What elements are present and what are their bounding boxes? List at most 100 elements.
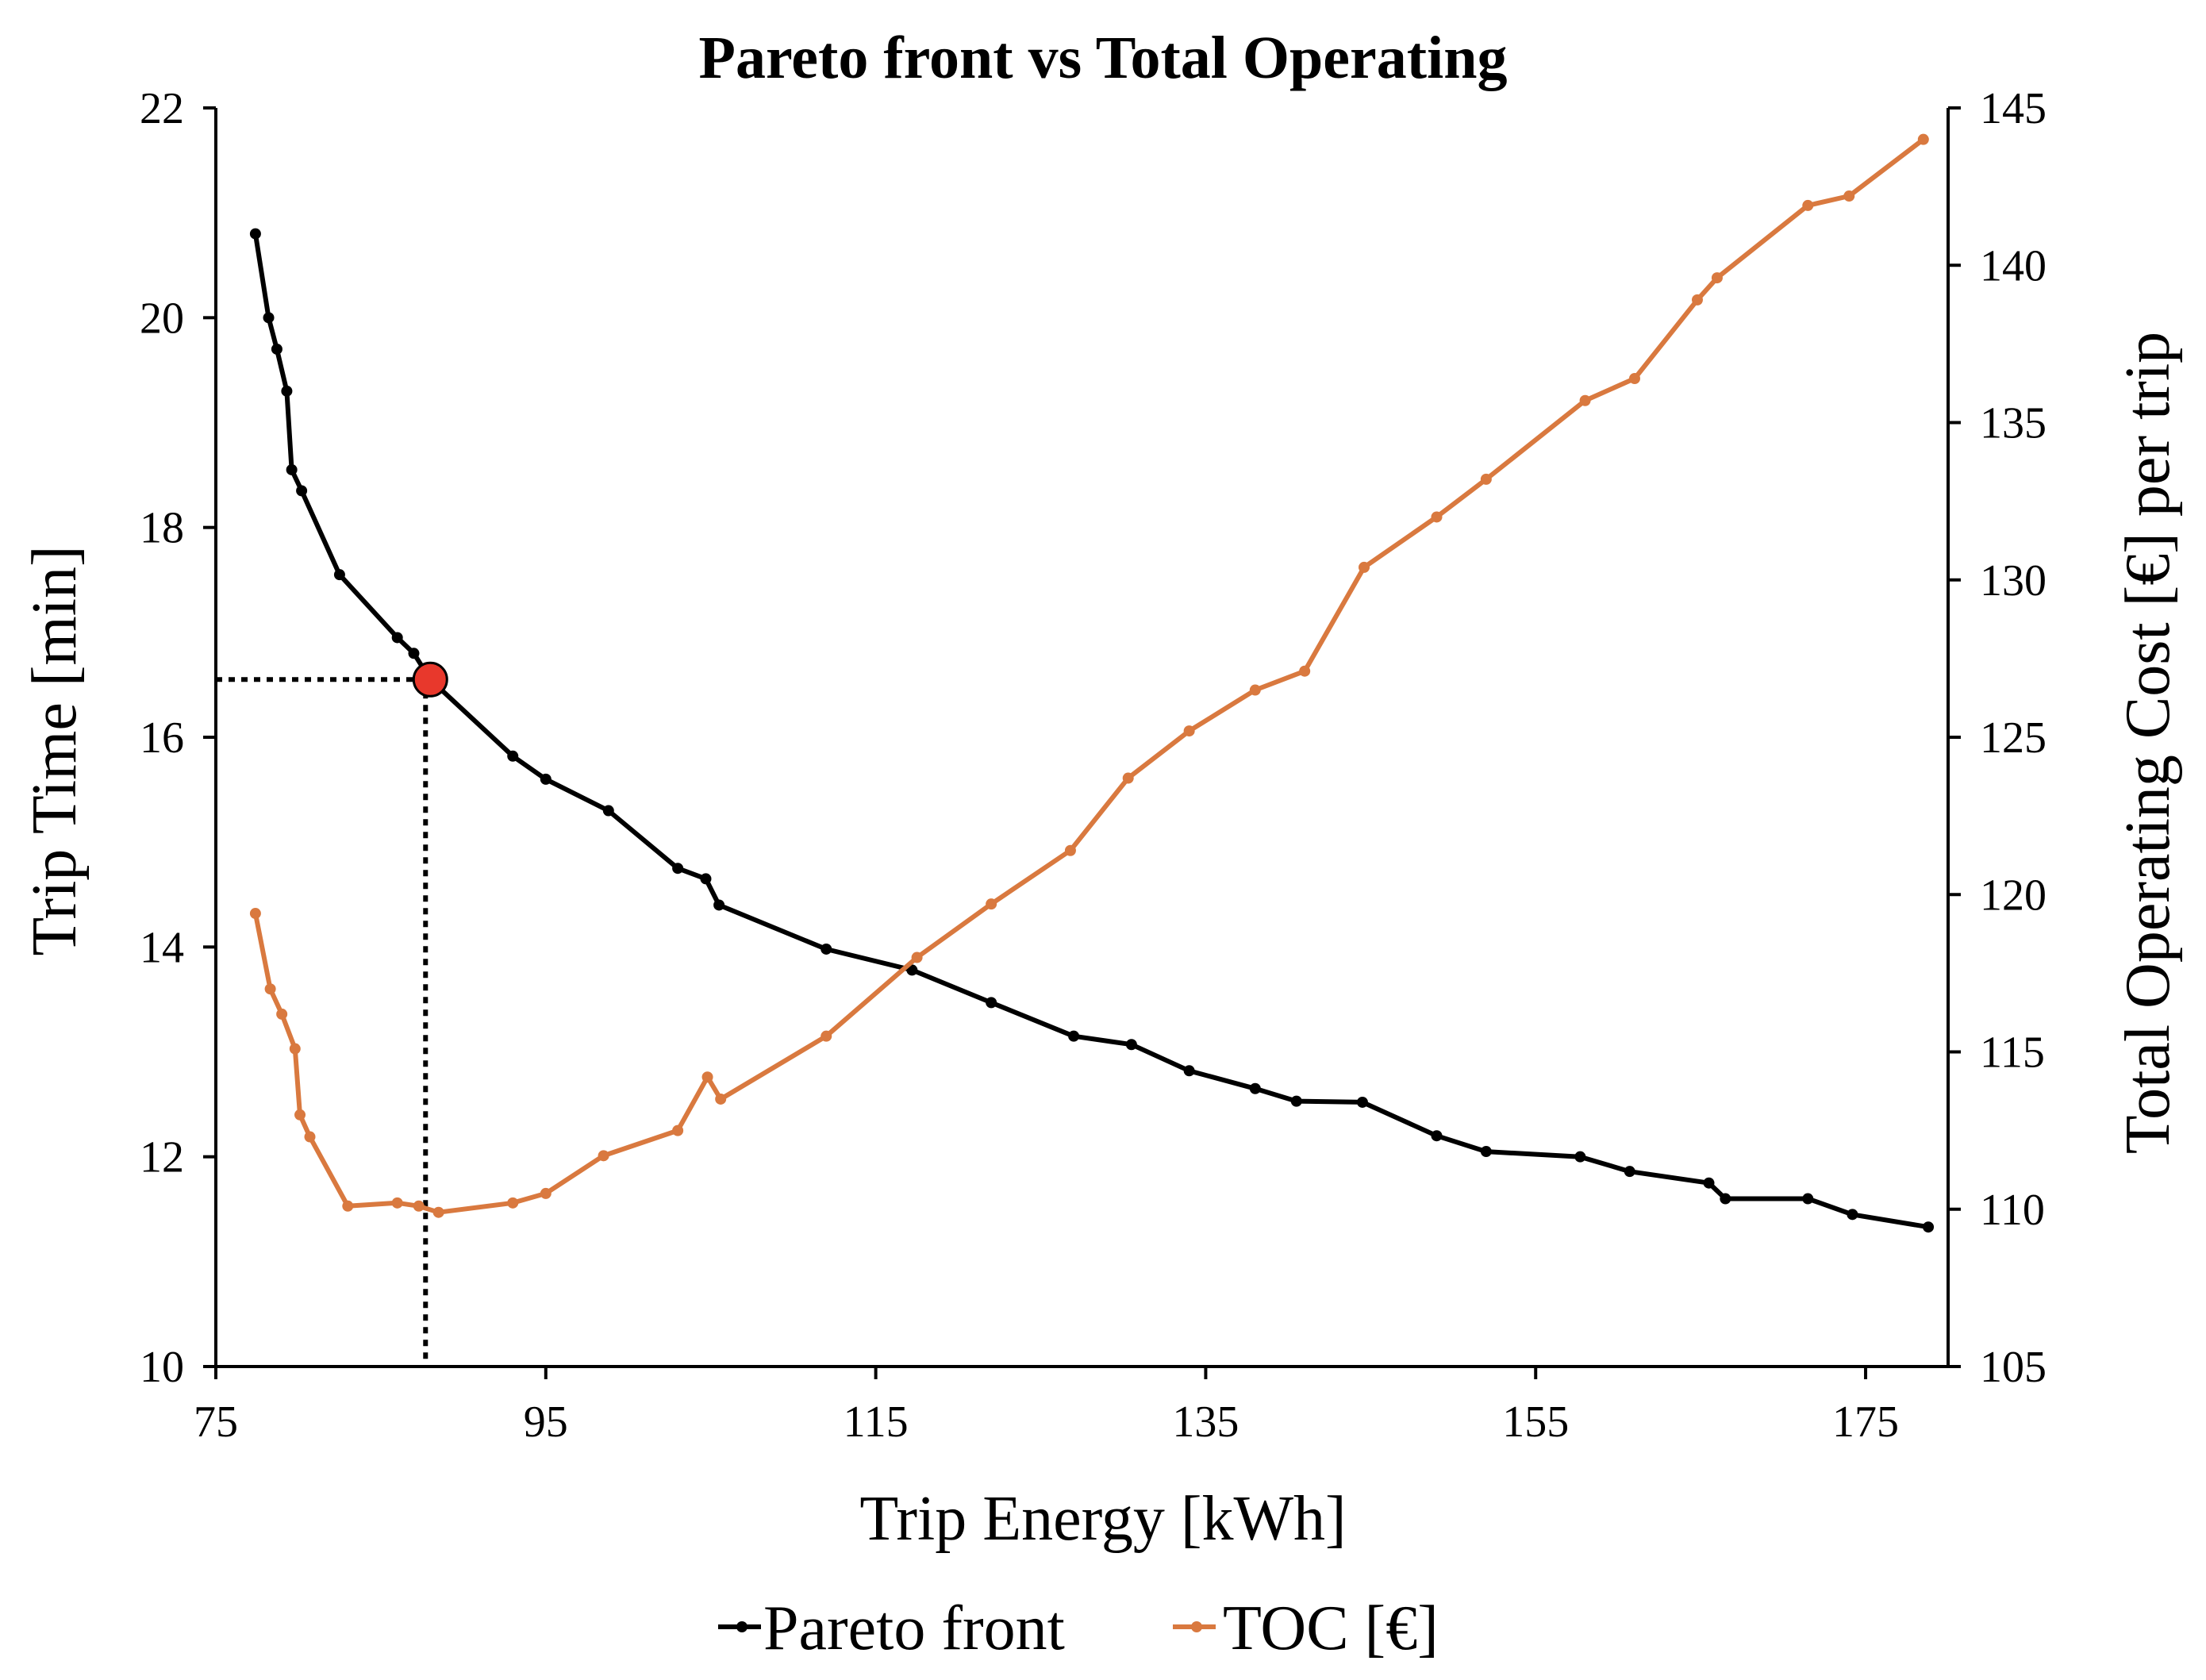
data-point [1624,1166,1635,1178]
y2-tick-label: 135 [1980,399,2047,448]
data-point [304,1131,316,1143]
data-point [1923,1221,1935,1233]
data-point [1183,725,1195,737]
series-layer [249,133,1935,1233]
data-point [249,908,261,920]
chart-title: Pareto front vs Total Operating [699,25,1508,91]
data-point [507,1197,519,1209]
data-point [1720,1193,1731,1205]
data-point [1299,665,1311,677]
y2-axis-label: Total Operating Cost [€] per trip [2113,332,2183,1154]
data-point [391,1197,403,1209]
data-point [1574,1151,1586,1163]
data-point [1802,199,1814,211]
data-point [413,1200,425,1212]
data-point [1125,1039,1137,1051]
y-tick-label: 14 [140,923,184,972]
data-point [1628,372,1640,384]
data-point [1064,844,1076,856]
data-point [1290,1095,1302,1107]
data-point [271,343,282,355]
data-point [986,997,997,1009]
x-tick-label: 115 [844,1397,909,1447]
series-line [252,136,1926,1215]
y-axis-label: Trip Time [min] [20,545,90,955]
data-point [1579,394,1591,406]
data-point [672,863,684,875]
data-point [1068,1030,1080,1042]
legend-marker [1191,1621,1202,1632]
data-point [249,228,261,240]
y2-tick-label: 120 [1980,871,2047,920]
y2-tick-label: 130 [1980,556,2047,605]
data-point [1249,684,1261,696]
data-point [701,1071,713,1083]
x-tick-label: 95 [524,1397,568,1447]
data-point [1359,561,1370,573]
data-point [1711,272,1723,284]
data-point [342,1200,354,1212]
x-tick-label: 75 [194,1397,238,1447]
data-point [408,648,420,659]
data-point [1431,511,1443,523]
data-point [1802,1193,1814,1205]
data-point [1431,1130,1443,1142]
y2-tick-label: 125 [1980,713,2047,763]
y2-tick-label: 110 [1980,1186,2045,1235]
data-point [1691,294,1703,306]
data-point [289,1043,301,1055]
legend-marker [736,1621,748,1632]
data-point [286,463,298,475]
data-point [821,943,832,955]
x-tick-label: 155 [1502,1397,1569,1447]
data-point [602,805,614,817]
series-toc [249,133,1929,1218]
legend-label: TOC [€] [1223,1594,1439,1663]
y2-tick-label: 140 [1980,241,2047,290]
data-point [294,1109,306,1121]
data-point [391,632,403,644]
data-point [911,951,923,963]
data-point [296,485,308,497]
y-tick-label: 18 [140,504,184,553]
data-point [1480,473,1492,485]
data-point [1480,1146,1492,1158]
y-tick-label: 20 [140,294,184,343]
y2-tick-label: 105 [1980,1343,2047,1392]
data-point [264,983,276,995]
data-point [821,1030,832,1042]
selection-guides [216,677,431,1367]
data-point [1183,1065,1195,1077]
y-tick-label: 10 [140,1343,184,1392]
data-point [1703,1177,1715,1189]
legend-label: Pareto front [763,1594,1065,1663]
data-point [986,898,997,910]
data-point [263,312,275,324]
data-point [432,1206,444,1218]
y-tick-label: 22 [140,84,184,133]
x-tick-label: 135 [1172,1397,1239,1447]
data-point [598,1150,609,1162]
data-point [700,873,712,885]
data-point [540,773,552,785]
data-point [1847,1209,1858,1221]
data-point [333,569,345,581]
x-tick-label: 175 [1832,1397,1899,1447]
data-point [507,750,519,762]
annotation-markers [412,661,448,698]
series-line [252,231,1931,1230]
series-pareto-front [249,228,1935,1233]
data-point [1917,133,1929,145]
data-point [1843,190,1855,202]
data-point [1249,1082,1261,1094]
axis-ticks: 75 95 115 135 155 175 10 12 14 16 18 20 22 105 110 115 1… [140,84,2047,1447]
data-point [1356,1096,1368,1108]
data-point [672,1124,684,1136]
data-point [540,1187,552,1199]
data-point [281,385,293,397]
data-point [1122,772,1134,784]
y2-tick-label: 115 [1980,1028,2045,1078]
data-point [276,1008,288,1020]
y2-tick-label: 145 [1980,84,2047,133]
